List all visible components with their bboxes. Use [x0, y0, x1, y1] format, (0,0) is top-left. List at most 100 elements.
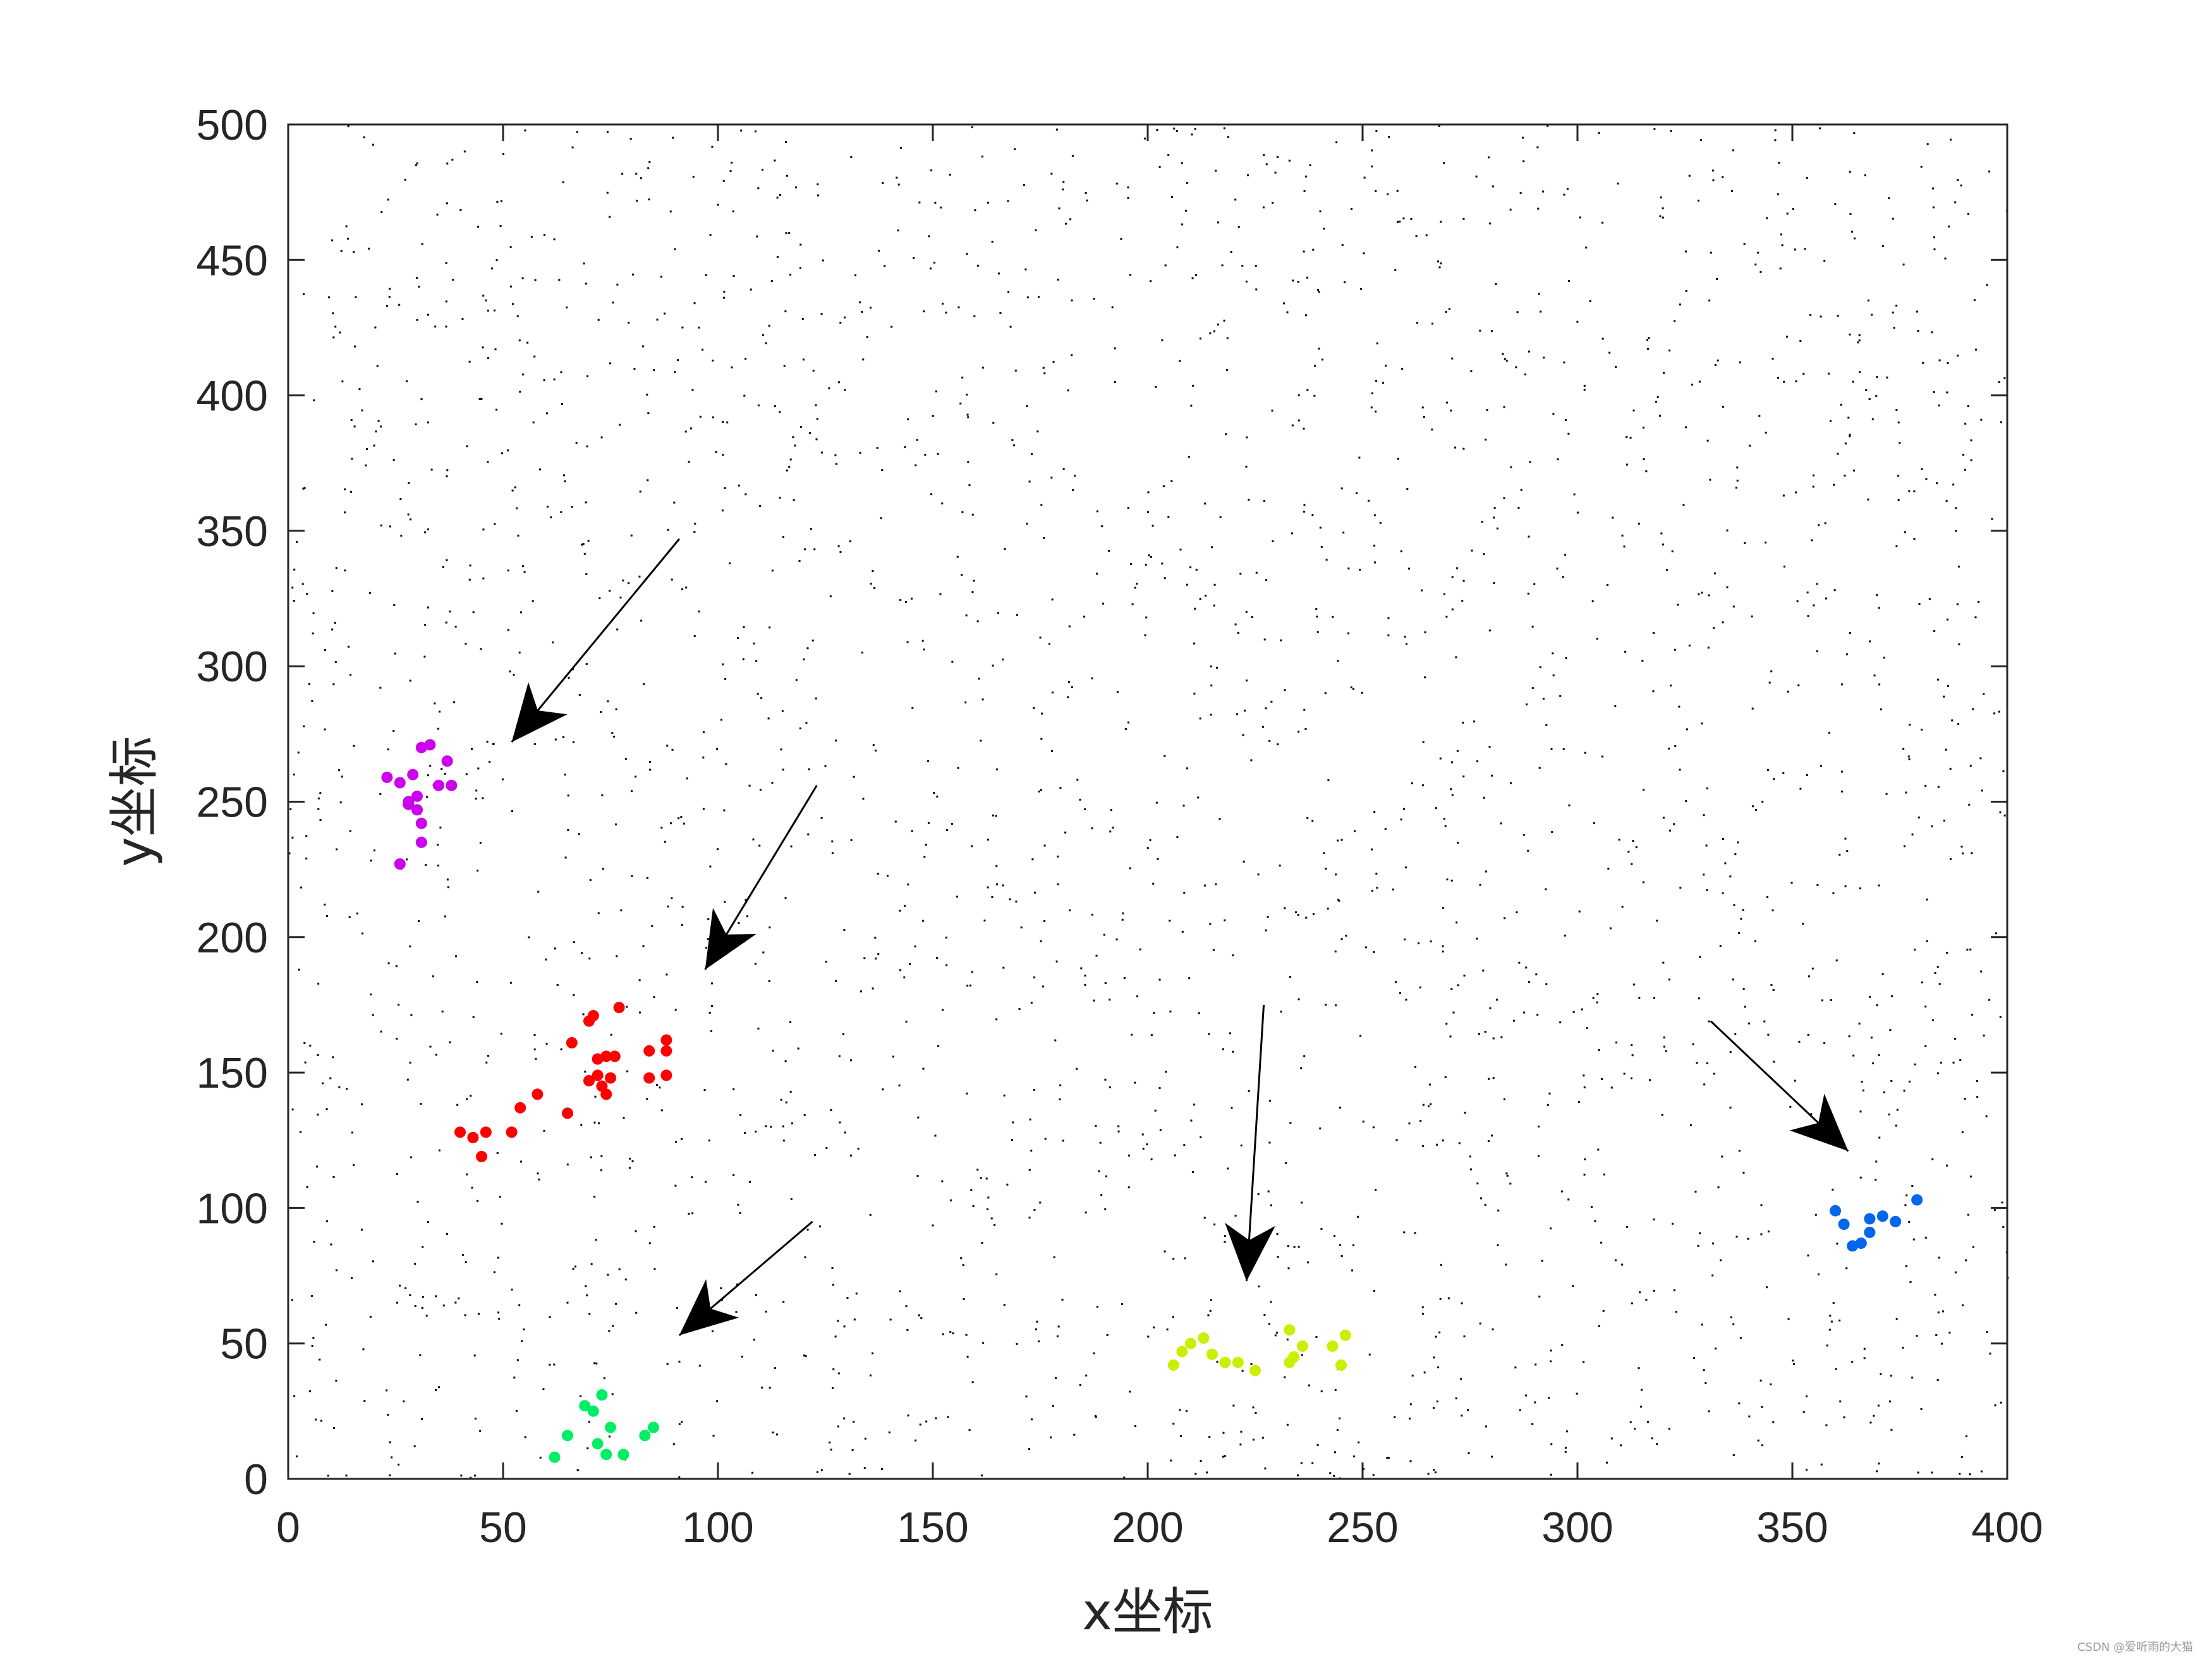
background-point [1438, 1331, 1441, 1334]
background-point [410, 1014, 413, 1016]
background-point [1493, 516, 1495, 519]
background-point [1767, 1231, 1770, 1233]
background-point [1284, 689, 1286, 691]
background-point [1152, 525, 1154, 527]
background-point [1825, 597, 1827, 600]
background-point [1009, 325, 1012, 328]
background-point [554, 947, 556, 950]
background-point [1924, 1006, 1927, 1008]
annotation-arrows [511, 538, 1849, 1336]
background-point [1297, 914, 1299, 916]
background-point [1682, 504, 1685, 506]
background-point [1522, 160, 1525, 162]
background-point [1568, 804, 1571, 806]
background-point [546, 506, 549, 508]
background-point [688, 1212, 690, 1215]
background-point [1033, 707, 1035, 709]
background-point [477, 870, 479, 872]
background-point [588, 1421, 590, 1423]
background-point [1967, 212, 1969, 215]
background-point [413, 1445, 416, 1447]
background-point [414, 1304, 416, 1307]
background-point [1844, 475, 1846, 477]
background-point [560, 371, 562, 374]
background-point [935, 390, 937, 392]
background-point [1210, 714, 1212, 716]
background-point [842, 1033, 845, 1035]
background-point [1334, 951, 1337, 953]
background-point [1265, 929, 1267, 932]
background-point [1709, 478, 1711, 481]
background-point [774, 1367, 776, 1370]
background-point [1747, 1237, 1749, 1240]
background-point [907, 1414, 909, 1417]
background-point [1864, 174, 1866, 176]
background-point [1811, 539, 1813, 542]
background-point [739, 1212, 741, 1214]
background-point [1656, 1443, 1658, 1445]
background-point [1757, 252, 1759, 254]
background-point [465, 1261, 467, 1263]
background-point [446, 878, 449, 881]
background-point [1722, 176, 1724, 178]
background-point [458, 1297, 460, 1300]
background-point [398, 303, 401, 306]
background-point [1446, 878, 1449, 880]
background-point [1610, 1086, 1613, 1089]
background-point [1188, 977, 1191, 980]
background-point [340, 250, 343, 252]
background-point [731, 161, 733, 164]
background-point [291, 1299, 293, 1301]
background-point [444, 772, 446, 775]
background-point [735, 1311, 738, 1313]
background-point [1482, 969, 1485, 972]
background-point [1093, 999, 1095, 1002]
background-point [470, 1476, 472, 1479]
background-point [1323, 852, 1325, 854]
background-point [403, 1400, 405, 1402]
background-point [870, 583, 872, 585]
background-point [1790, 882, 1793, 884]
background-point [1181, 930, 1184, 933]
background-point [1179, 549, 1182, 551]
background-point [446, 162, 449, 165]
background-point [1849, 212, 1852, 215]
background-point [1802, 372, 1805, 375]
background-point [882, 1088, 884, 1091]
background-point [850, 1059, 853, 1062]
background-point [1610, 1437, 1613, 1440]
background-point [1198, 1012, 1200, 1014]
background-point [1552, 413, 1555, 415]
background-point [1303, 708, 1306, 711]
background-point [1583, 1086, 1586, 1089]
background-point [822, 259, 824, 262]
background-point [1109, 1086, 1111, 1088]
background-point [1043, 920, 1046, 922]
background-point [898, 1085, 901, 1087]
background-point [1232, 954, 1234, 957]
background-point [1774, 129, 1777, 131]
background-point [1363, 1468, 1365, 1470]
background-point [1869, 995, 1871, 998]
background-point [1631, 863, 1633, 865]
background-point [562, 736, 564, 738]
background-point [1862, 1089, 1864, 1091]
background-point [1536, 1014, 1539, 1016]
background-point [1870, 1036, 1873, 1039]
background-point [837, 1372, 840, 1375]
background-point [991, 240, 994, 243]
background-point [1889, 1029, 1892, 1031]
background-point [1965, 1435, 1967, 1438]
background-point [1120, 238, 1122, 240]
background-point [820, 1469, 823, 1471]
background-point [861, 310, 863, 313]
background-point [774, 159, 776, 162]
background-point [351, 1277, 353, 1279]
background-point [1857, 341, 1859, 344]
background-point [1770, 984, 1773, 987]
background-point [1074, 475, 1076, 477]
series-cluster [381, 739, 458, 870]
background-point [816, 418, 818, 420]
background-point [1548, 1397, 1550, 1399]
background-point [1646, 339, 1649, 341]
